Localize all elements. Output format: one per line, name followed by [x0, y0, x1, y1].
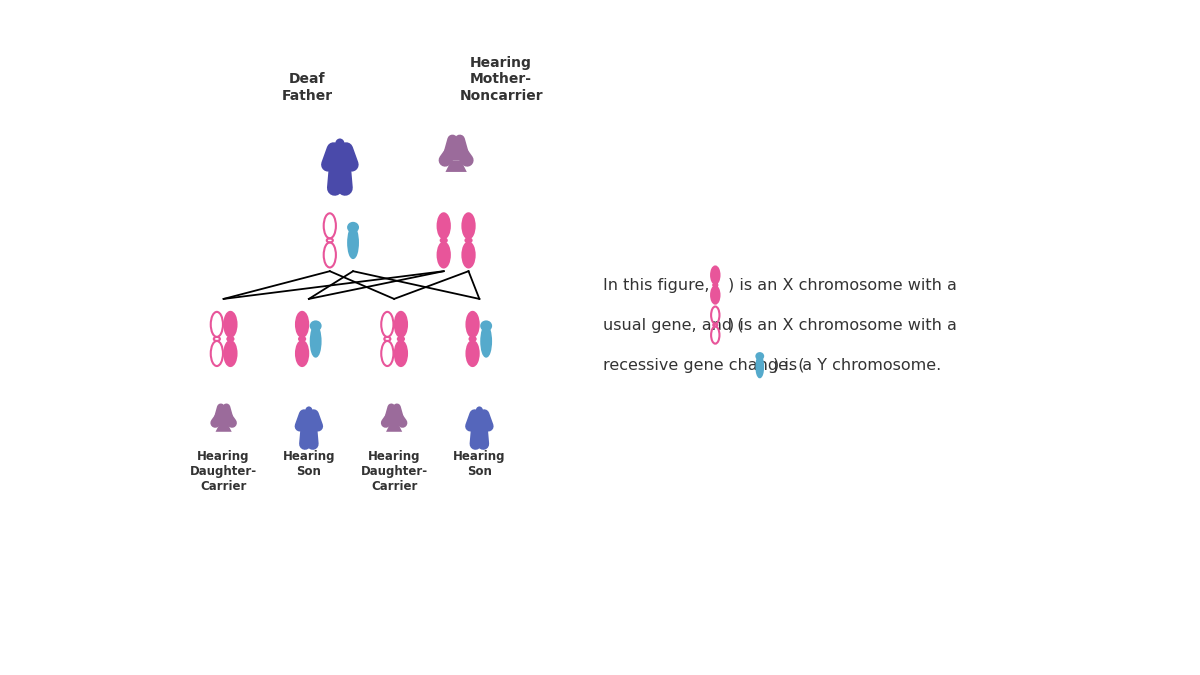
- Bar: [390, 413, 397, 423]
- Bar: [304, 412, 313, 428]
- Text: ) is a Y chromosome.: ) is a Y chromosome.: [773, 358, 941, 373]
- Bar: [451, 147, 461, 160]
- Ellipse shape: [469, 337, 475, 341]
- Ellipse shape: [713, 284, 718, 286]
- Ellipse shape: [712, 267, 720, 284]
- Ellipse shape: [466, 238, 472, 242]
- Ellipse shape: [311, 321, 320, 330]
- Ellipse shape: [467, 312, 479, 337]
- Text: usual gene, and (: usual gene, and (: [604, 318, 744, 333]
- Bar: [334, 146, 346, 167]
- Text: recessive gene change. (: recessive gene change. (: [604, 358, 805, 373]
- Ellipse shape: [398, 337, 404, 341]
- Ellipse shape: [438, 213, 450, 238]
- Bar: [220, 413, 227, 423]
- Polygon shape: [445, 160, 467, 172]
- Ellipse shape: [481, 321, 491, 330]
- Text: Hearing
Daughter-
Carrier: Hearing Daughter- Carrier: [360, 450, 427, 493]
- Ellipse shape: [440, 238, 446, 242]
- Bar: [475, 412, 484, 428]
- Ellipse shape: [395, 312, 407, 337]
- Text: Hearing
Mother-
Noncarrier: Hearing Mother- Noncarrier: [460, 56, 542, 103]
- Ellipse shape: [332, 144, 347, 149]
- Ellipse shape: [220, 406, 227, 415]
- Ellipse shape: [335, 138, 344, 150]
- Text: Hearing
Son: Hearing Son: [283, 450, 335, 478]
- Ellipse shape: [756, 356, 763, 377]
- Ellipse shape: [462, 242, 475, 267]
- Ellipse shape: [348, 227, 358, 258]
- Ellipse shape: [451, 138, 461, 150]
- Text: In this figure, (: In this figure, (: [604, 277, 721, 292]
- Ellipse shape: [467, 341, 479, 366]
- Ellipse shape: [224, 312, 236, 337]
- Ellipse shape: [299, 337, 305, 341]
- Ellipse shape: [304, 410, 314, 414]
- Ellipse shape: [712, 286, 720, 304]
- Ellipse shape: [474, 410, 485, 414]
- Ellipse shape: [395, 341, 407, 366]
- Text: Deaf
Father: Deaf Father: [282, 72, 332, 103]
- Text: Hearing
Daughter-
Carrier: Hearing Daughter- Carrier: [190, 450, 257, 493]
- Ellipse shape: [438, 242, 450, 267]
- Text: Hearing
Son: Hearing Son: [454, 450, 505, 478]
- Ellipse shape: [227, 337, 234, 341]
- Ellipse shape: [224, 341, 236, 366]
- Ellipse shape: [756, 353, 763, 359]
- Ellipse shape: [348, 223, 358, 232]
- Polygon shape: [386, 423, 402, 432]
- Ellipse shape: [296, 341, 308, 366]
- Ellipse shape: [481, 326, 491, 356]
- Text: ) is an X chromosome with a: ) is an X chromosome with a: [728, 277, 958, 292]
- Ellipse shape: [475, 406, 484, 415]
- Ellipse shape: [390, 406, 397, 415]
- Polygon shape: [216, 423, 232, 432]
- Ellipse shape: [311, 326, 320, 356]
- Text: ) is an X chromosome with a: ) is an X chromosome with a: [728, 318, 958, 333]
- Ellipse shape: [305, 406, 312, 415]
- Ellipse shape: [296, 312, 308, 337]
- Ellipse shape: [462, 213, 475, 238]
